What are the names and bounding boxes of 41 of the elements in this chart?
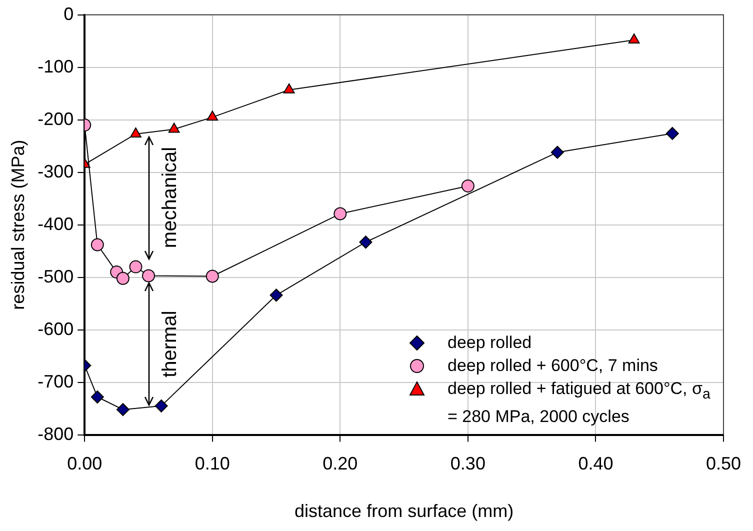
point: [359, 236, 372, 249]
y-tick-label: -200: [38, 108, 74, 129]
point: [168, 122, 180, 133]
y-tick-label: -600: [38, 318, 74, 339]
y-axis-title: residual stress (MPa): [8, 140, 28, 310]
y-tick-label: -300: [38, 161, 74, 182]
annotation: mechanical: [159, 146, 182, 248]
text: deep rolled + fatigued at 600°C, σ$_{a}$ = 280 MPa, 2000 cycles: [447, 379, 710, 426]
point: [283, 83, 295, 94]
point: [550, 146, 564, 159]
legend-label: deep rolled: [447, 332, 532, 354]
point: [142, 269, 156, 282]
point: [666, 126, 679, 140]
x-tick-label: 0.00: [67, 454, 102, 474]
y-tick-label: -700: [38, 371, 74, 392]
y-tick-label: -500: [38, 266, 74, 286]
point: [116, 272, 130, 285]
point: [130, 127, 142, 138]
point: [334, 207, 347, 220]
point: [206, 110, 218, 121]
annotation: thermal: [159, 310, 182, 378]
point: [154, 399, 168, 412]
y-tick-label: -400: [38, 214, 74, 234]
point: [116, 403, 130, 416]
point: [270, 288, 283, 302]
y-tick-label: -800: [38, 424, 74, 444]
point: [90, 390, 104, 404]
x-tick-label: 0.10: [194, 454, 230, 474]
point: [129, 260, 142, 274]
x-tick-label: 0.40: [578, 454, 614, 474]
point: [90, 238, 104, 252]
legend-label: deep rolled + 600°C, 7 mins: [447, 355, 658, 376]
point: [206, 270, 219, 283]
x-tick-label: 0.20: [322, 454, 358, 474]
x-tick-label: 0.30: [450, 454, 486, 474]
x-axis-title: distance from surface (mm): [294, 501, 514, 522]
point: [461, 179, 474, 192]
y-tick-label: 0: [64, 4, 74, 24]
x-tick-label: 0.50: [706, 454, 742, 474]
y-tick-label: -100: [38, 56, 74, 76]
point: [628, 34, 640, 44]
